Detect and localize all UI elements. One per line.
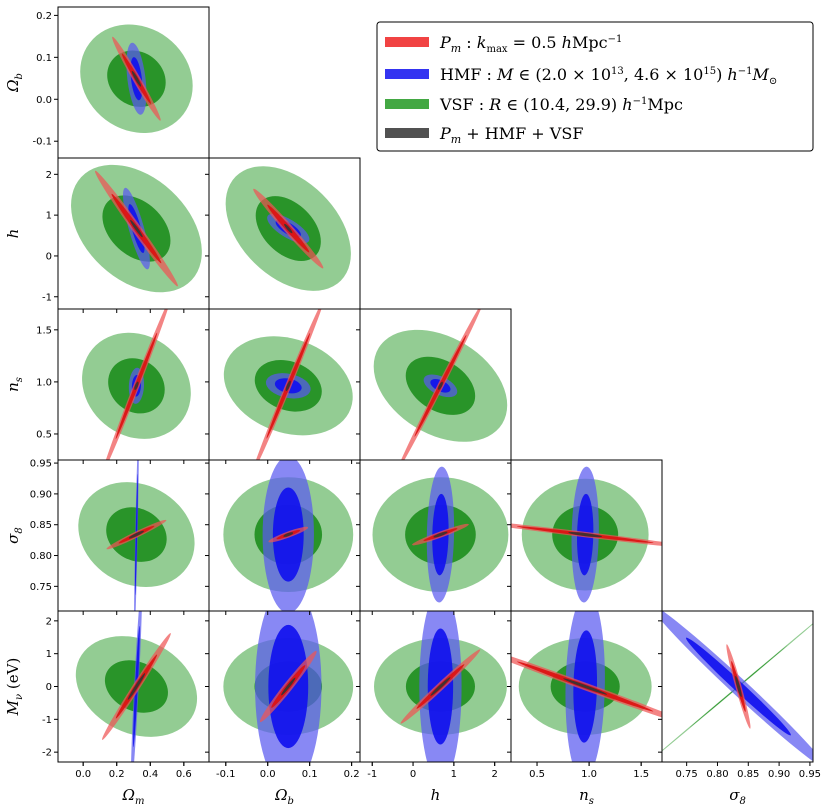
combined-ellipse <box>281 677 296 696</box>
y-tick-label: 1 <box>46 649 52 660</box>
x-tick-label: 0.4 <box>142 769 158 780</box>
y-tick-label: 0.95 <box>30 459 52 470</box>
panel-0-5-contours <box>75 611 198 762</box>
x-tick-label: 1 <box>451 769 457 780</box>
y-tick-label: 0.2 <box>36 11 52 22</box>
x-tick-label: 1.0 <box>581 769 597 780</box>
legend-swatch <box>385 37 429 47</box>
x-tick-label: 0.1 <box>302 769 318 780</box>
x-tick-label: 1.5 <box>633 769 649 780</box>
y-axis-label: σ8 <box>4 527 25 544</box>
y-axis-label: Mν (eV) <box>4 658 25 717</box>
y-tick-label: -2 <box>42 748 52 759</box>
x-axis-label: Ωb <box>274 786 294 806</box>
x-tick-label: 0.95 <box>799 769 821 780</box>
panel-2-5-contours <box>374 611 507 762</box>
x-tick-label: -1 <box>367 769 377 780</box>
x-tick-label: 2 <box>491 769 497 780</box>
x-axis-label: σ8 <box>729 786 746 806</box>
panel-2-3-contours <box>373 309 508 460</box>
legend-label: VSF : R ∈ (10.4, 29.9) h−1Mpc <box>439 95 683 114</box>
y-axis-label: Ωb <box>4 73 25 93</box>
panel-4-5-contours <box>662 611 813 762</box>
x-tick-label: 0.0 <box>260 769 276 780</box>
combined-ellipse <box>437 381 443 390</box>
legend-swatch <box>385 128 429 138</box>
panel-0-2-contours <box>71 164 202 293</box>
combined-ellipse <box>568 532 603 538</box>
y-tick-label: 2 <box>46 616 52 627</box>
y-tick-label: 2 <box>46 170 52 181</box>
combined-ellipse <box>127 673 146 700</box>
panel-1-2-contours <box>225 166 351 291</box>
x-tick-label: -0.1 <box>216 769 236 780</box>
y-tick-label: 0.85 <box>30 520 52 531</box>
y-tick-label: 1 <box>46 211 52 222</box>
x-axis-label: Ωm <box>122 786 145 806</box>
panel-1-3-contours <box>223 309 353 460</box>
combined-ellipse <box>735 675 742 698</box>
x-tick-label: 0.2 <box>344 769 360 780</box>
x-axis-label: ns <box>579 786 594 806</box>
x-tick-label: 0.85 <box>737 769 759 780</box>
y-tick-label: 0.1 <box>36 53 52 64</box>
y-tick-label: 0.0 <box>36 95 52 106</box>
x-tick-label: 0 <box>410 769 416 780</box>
y-tick-label: 0 <box>46 251 52 262</box>
y-tick-label: -1 <box>42 292 52 303</box>
y-axis-label: ns <box>4 377 25 392</box>
combined-ellipse <box>283 532 294 537</box>
legend-swatch <box>385 99 429 109</box>
legend-swatch <box>385 69 429 79</box>
combined-ellipse <box>285 380 291 392</box>
panel-2-4-contours <box>372 466 509 603</box>
y-tick-label: 0.5 <box>36 429 52 440</box>
x-tick-label: 0.5 <box>529 769 545 780</box>
legend: Pm : kmax = 0.5 hMpc−1 HMF : M ∈ (2.0 × 1… <box>376 21 814 152</box>
combined-ellipse <box>130 219 143 238</box>
combined-ellipse <box>563 678 608 695</box>
panel-0-4-contours <box>78 460 195 611</box>
x-tick-label: 0.0 <box>75 769 91 780</box>
legend-label: Pm + HMF + VSF <box>439 124 583 146</box>
panel-0-1-contours <box>80 24 193 133</box>
panel-3-4-contours <box>511 466 662 603</box>
x-axis-label: h <box>431 786 441 804</box>
combined-ellipse <box>128 530 144 539</box>
combined-ellipse <box>131 70 142 87</box>
legend-label: HMF : M ∈ (2.0 × 1013, 4.6 × 1015) h−1M⊙ <box>440 65 777 87</box>
x-tick-label: 0.80 <box>706 769 728 780</box>
combined-ellipse <box>433 531 448 538</box>
combined-ellipse <box>430 677 451 696</box>
panel-3-5-contours <box>511 611 662 762</box>
y-tick-label: 1.0 <box>36 377 52 388</box>
y-tick-label: 1.5 <box>36 325 52 336</box>
y-tick-label: -1 <box>42 715 52 726</box>
y-tick-label: 0.90 <box>30 489 52 500</box>
y-tick-label: -0.1 <box>32 137 52 148</box>
y-tick-label: 0.75 <box>30 582 52 593</box>
x-tick-label: 0.90 <box>768 769 790 780</box>
x-tick-label: 0.75 <box>676 769 698 780</box>
y-axis-label: h <box>4 229 22 239</box>
y-tick-label: 0 <box>46 682 52 693</box>
combined-ellipse <box>134 381 139 391</box>
panel-1-5-contours <box>223 611 354 762</box>
x-tick-label: 0.2 <box>109 769 125 780</box>
legend-label: Pm : kmax = 0.5 hMpc−1 <box>439 33 622 55</box>
y-tick-label: 0.80 <box>30 551 52 562</box>
combined-ellipse <box>284 223 293 234</box>
panel-1-4-contours <box>223 460 354 611</box>
panel-0-3-contours <box>82 309 191 460</box>
x-tick-label: 0.6 <box>176 769 192 780</box>
